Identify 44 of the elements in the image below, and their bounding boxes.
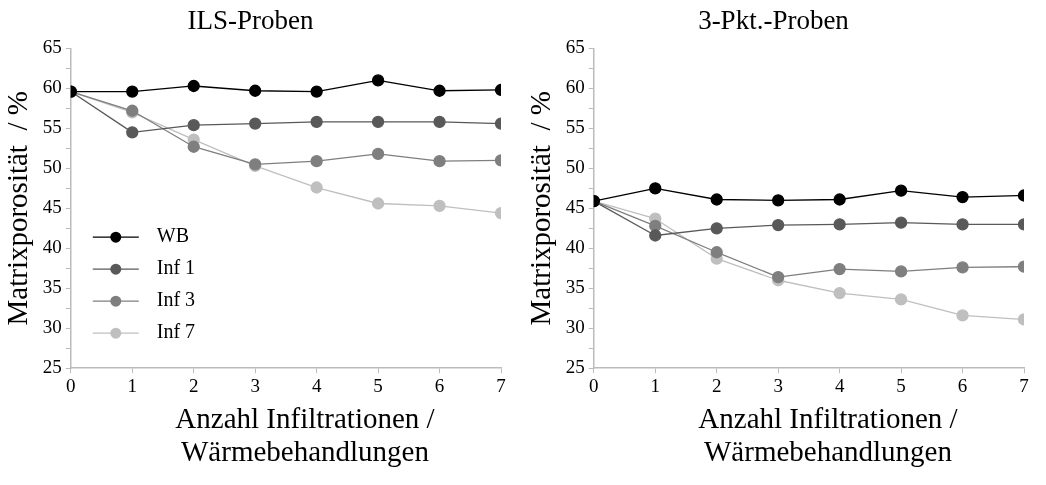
legend-label: Inf 7 <box>156 320 196 343</box>
y-tick-label: 55 <box>565 116 585 138</box>
x-tick-label: 5 <box>896 374 906 396</box>
x-tick-label: 7 <box>1019 374 1029 396</box>
x-tick-label: 4 <box>311 374 322 396</box>
x-axis-title: Anzahl Infiltrationen / Wärmebehandlungen <box>697 402 959 468</box>
y-axis-title: Matrixporosität / % <box>524 91 557 326</box>
y-tick-label: 35 <box>565 276 585 298</box>
y-tick-label: 25 <box>565 356 585 378</box>
legend-label: Inf 3 <box>156 288 196 311</box>
x-tick-label: 2 <box>188 374 199 396</box>
chart-title: ILS-Proben <box>187 5 314 36</box>
x-tick-label: 1 <box>127 374 138 396</box>
x-tick-label: 1 <box>650 374 661 396</box>
y-tick-label: 50 <box>565 156 585 178</box>
y-tick-label: 60 <box>565 76 585 98</box>
y-tick-label: 40 <box>565 236 585 258</box>
y-tick-label: 25 <box>42 356 62 378</box>
legend-label: WB <box>156 224 190 247</box>
y-tick-label: 60 <box>42 76 62 98</box>
y-axis-title: Matrixporosität / % <box>1 91 34 326</box>
y-tick-label: 55 <box>42 116 62 138</box>
y-tick-label: 35 <box>42 276 62 298</box>
y-tick-label: 50 <box>42 156 62 178</box>
x-tick-label: 0 <box>589 374 599 396</box>
y-tick-label: 65 <box>565 36 585 58</box>
legend-label: Inf 1 <box>156 256 196 279</box>
y-tick-label: 45 <box>565 196 585 218</box>
x-tick-label: 3 <box>773 374 783 396</box>
x-tick-label: 2 <box>711 374 722 396</box>
y-tick-label: 45 <box>42 196 62 218</box>
x-tick-label: 0 <box>66 374 76 396</box>
x-tick-label: 6 <box>957 374 968 396</box>
y-tick-label: 40 <box>42 236 62 258</box>
x-tick-label: 3 <box>250 374 260 396</box>
y-tick-label: 30 <box>565 316 585 338</box>
x-tick-label: 6 <box>434 374 445 396</box>
chart-title: 3-Pkt.-Proben <box>698 5 850 36</box>
x-tick-label: 4 <box>834 374 845 396</box>
y-tick-label: 30 <box>42 316 62 338</box>
y-tick-label: 65 <box>42 36 62 58</box>
x-tick-label: 7 <box>496 374 506 396</box>
x-axis-title: Anzahl Infiltrationen / Wärmebehandlungen <box>174 402 436 468</box>
x-tick-label: 5 <box>373 374 383 396</box>
